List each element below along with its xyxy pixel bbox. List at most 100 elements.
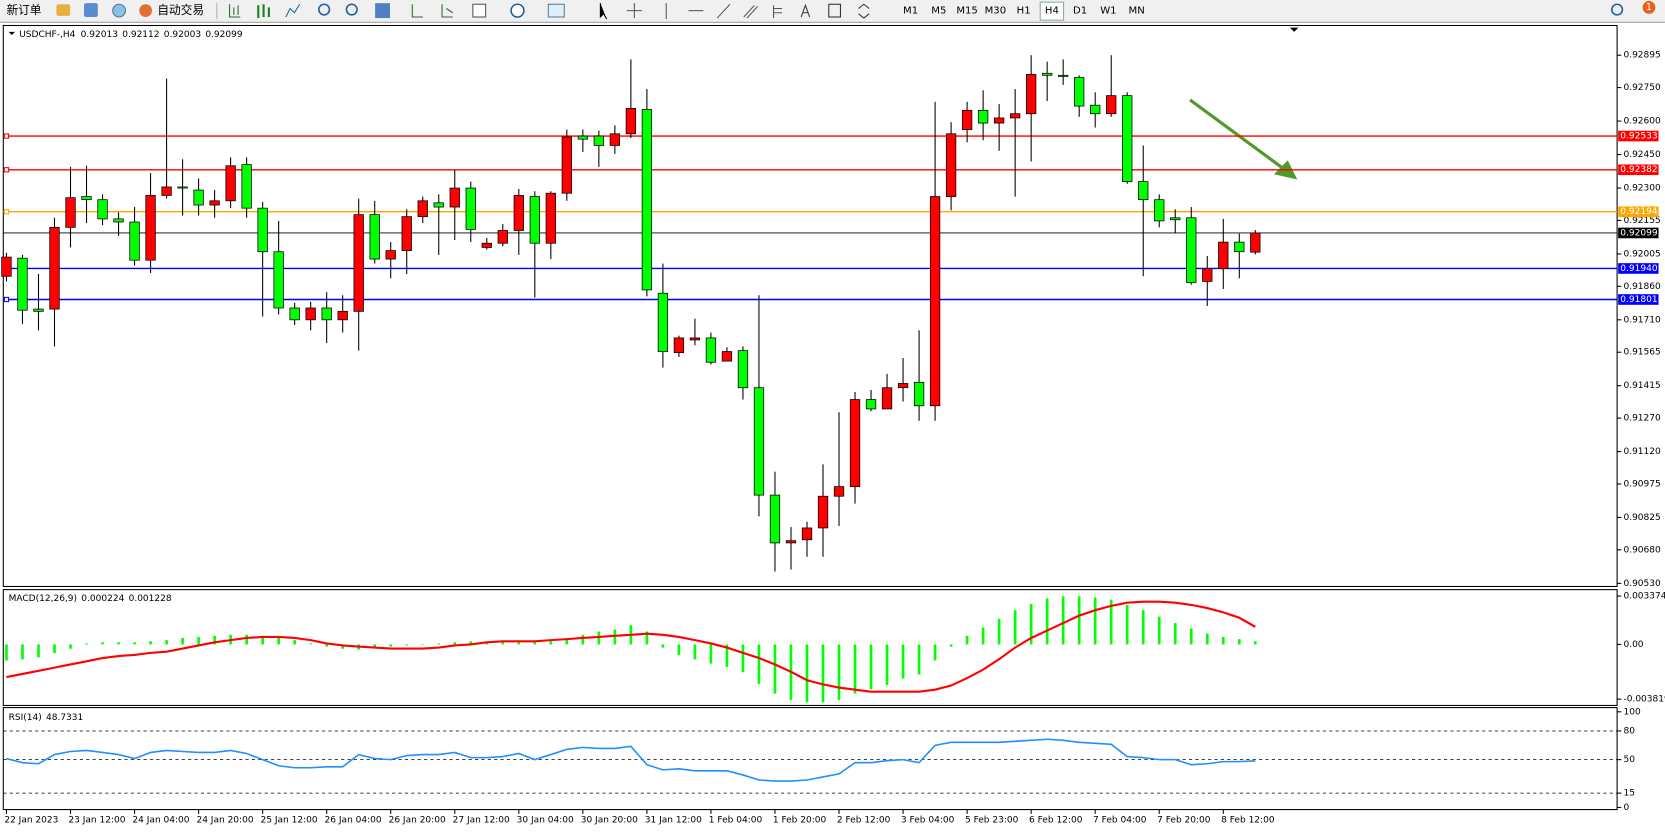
icon[interactable]	[56, 4, 71, 16]
channel-tool[interactable]	[743, 4, 758, 19]
candle-body	[865, 399, 877, 410]
macd-bar	[837, 644, 841, 701]
icon[interactable]	[441, 4, 453, 18]
rsi-title: RSI(14)	[9, 713, 42, 723]
icon[interactable]	[510, 3, 525, 18]
macd-title: MACD(12,26,9)	[9, 594, 77, 604]
candle-body	[785, 540, 797, 544]
macd-bar	[1125, 604, 1129, 645]
macd-bar	[117, 642, 120, 645]
notification-count: 1	[1646, 2, 1652, 13]
crosshair-tool[interactable]	[626, 3, 642, 19]
candle-body	[177, 186, 188, 189]
candle-body	[17, 257, 28, 311]
y-tick-label: 0.91860	[1623, 282, 1661, 292]
macd-bar	[933, 644, 937, 661]
label-tool[interactable]	[828, 3, 841, 18]
arrows-tool[interactable]	[858, 3, 870, 19]
high: 0.92112	[122, 29, 159, 39]
macd-bar	[661, 644, 665, 648]
y-tick-label: 0	[1623, 803, 1629, 813]
y-tick-label: 0.92450	[1623, 150, 1661, 160]
fibo-tool[interactable]	[773, 5, 783, 19]
timeframe-button[interactable]: M15	[956, 6, 978, 17]
y-tick-label: 80	[1623, 726, 1635, 736]
macd-bar	[853, 644, 857, 694]
macd-bar	[565, 639, 569, 645]
macd-bar	[69, 644, 72, 649]
auto-trading-icon[interactable]	[139, 4, 153, 17]
macd-bar	[469, 641, 473, 645]
text-tool[interactable]	[800, 3, 811, 18]
icon[interactable]	[547, 3, 565, 18]
candle-body	[593, 135, 605, 146]
candle-body	[305, 307, 316, 321]
timeframe-button[interactable]: MN	[1129, 6, 1145, 17]
macd-bar	[37, 644, 40, 658]
x-tick-label: 22 Jan 2023	[4, 816, 58, 826]
candle-body	[417, 200, 428, 218]
candle-body	[129, 221, 140, 261]
candle-body	[241, 164, 252, 209]
new-order-button[interactable]: 新订单	[6, 3, 41, 17]
macd-bar	[997, 618, 1001, 645]
x-tick-label: 1 Feb 20:00	[773, 816, 827, 826]
timeframe-button[interactable]: D1	[1073, 6, 1087, 17]
icon[interactable]	[84, 3, 98, 17]
candle-body	[929, 196, 941, 407]
candle-body	[1250, 232, 1261, 253]
y-tick-label: 0.91120	[1623, 447, 1661, 457]
zoom-in[interactable]	[318, 3, 331, 16]
y-tick-label: 0.92300	[1623, 184, 1661, 194]
timeframe-button[interactable]: M5	[931, 6, 946, 17]
search[interactable]	[1610, 3, 1624, 16]
icon[interactable]	[229, 4, 241, 18]
candle-body	[385, 250, 396, 260]
icon[interactable]	[411, 4, 423, 18]
main-panel	[2, 24, 1618, 587]
macd-bar	[325, 644, 329, 647]
macd-bar	[1173, 623, 1177, 645]
candle-body	[1042, 72, 1053, 76]
icon[interactable]	[285, 3, 301, 18]
timeframe-button[interactable]: M1	[903, 6, 918, 17]
candle-body	[625, 107, 637, 135]
zoom-out[interactable]	[345, 3, 358, 16]
price-tag	[1618, 263, 1659, 274]
timeframe-button[interactable]: H4	[1045, 6, 1059, 17]
auto-trading-button[interactable]: 自动交易	[157, 3, 204, 17]
candle-body	[337, 310, 348, 321]
y-tick-label: 0.90825	[1623, 513, 1660, 523]
y-tick-label: 15	[1623, 789, 1634, 799]
icon[interactable]	[472, 3, 487, 18]
macd-bar	[277, 637, 280, 645]
x-tick-label: 24 Jan 04:00	[132, 816, 189, 826]
icon[interactable]	[257, 4, 270, 19]
macd-bar	[773, 644, 777, 694]
macd-bar	[533, 642, 537, 645]
price-tag	[1618, 164, 1659, 176]
price-tag-label: 0.92533	[1620, 132, 1658, 142]
candle-body	[481, 242, 492, 248]
icon[interactable]	[375, 3, 391, 19]
timeframe-button[interactable]: H1	[1017, 6, 1031, 17]
macd-bar	[1205, 633, 1209, 645]
y-tick-label: 0.90680	[1623, 545, 1661, 555]
x-tick-label: 1 Feb 04:00	[709, 816, 763, 826]
notification-badge[interactable]	[1642, 1, 1656, 14]
macd-bar	[821, 644, 825, 703]
timeframe-button[interactable]: W1	[1100, 6, 1116, 17]
rsi-header: RSI(14) 48.7331	[9, 713, 84, 723]
macd-bar	[21, 644, 24, 660]
macd-bar	[437, 643, 441, 645]
x-tick-label: 2 Feb 12:00	[837, 816, 891, 826]
toolbar-bg	[0, 0, 1665, 23]
price-tag	[1618, 227, 1659, 239]
icon[interactable]	[112, 3, 126, 18]
x-tick-label: 6 Feb 12:00	[1029, 816, 1083, 826]
candle-body	[705, 337, 717, 363]
cursor-tool[interactable]	[599, 3, 608, 20]
x-tick-label: 26 Jan 20:00	[389, 816, 446, 826]
trendline-tool[interactable]	[716, 3, 731, 19]
timeframe-button[interactable]: M30	[985, 6, 1007, 17]
